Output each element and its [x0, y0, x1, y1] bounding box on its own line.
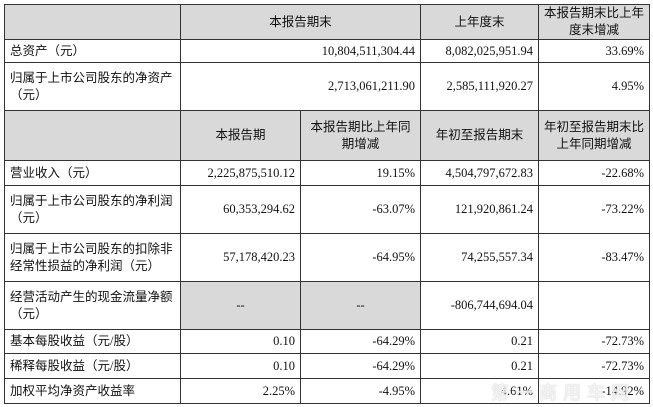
period-change-value: -64.29% — [299, 353, 422, 379]
period-value: 2.25% — [180, 378, 301, 404]
period-value: 0.10 — [180, 329, 301, 354]
ytd-change-value: -72.73% — [538, 353, 651, 379]
ytd-value: 74,255,557.34 — [420, 233, 540, 282]
header-change-vs-prior-year-end: 本报告期末比上年度末增减 — [538, 4, 651, 40]
ytd-value: 4,504,797,672.83 — [420, 160, 540, 186]
row-label: 归属于上市公司股东的扣除非经常性损益的净利润（元） — [4, 233, 181, 282]
period-change-value: 19.15% — [299, 160, 422, 186]
row-label: 加权平均净资产收益率 — [4, 378, 181, 404]
ytd-change-value: -22.68% — [538, 160, 651, 186]
bottom-data-row: 基本每股收益（元/股） 0.10 -64.29% 0.21 -72.73% — [4, 329, 651, 354]
current-value: 2,713,061,211.90 — [179, 62, 422, 111]
period-change-value: -63.07% — [299, 185, 422, 234]
ytd-change-value: -83.47% — [538, 233, 651, 282]
top-data-row: 总资产（元） 10,804,511,304.44 8,082,025,951.94 3… — [4, 39, 651, 63]
bottom-header-row: 本报告期 本报告期比上年同期增减 年初至报告期末 年初至报告期末比上年同期增减 — [4, 110, 651, 161]
period-change-value: -64.95% — [299, 233, 422, 282]
row-label: 营业收入（元） — [4, 160, 181, 186]
watermark: 第一商用车网 — [491, 383, 635, 404]
period-value: 57,178,420.23 — [180, 233, 301, 282]
period-value: -- — [180, 281, 301, 330]
corner-cell — [4, 110, 181, 161]
bottom-data-row: 稀释每股收益（元/股） 0.10 -64.29% 0.21 -72.73% — [4, 353, 651, 379]
ytd-value: 4.61% — [420, 378, 540, 404]
prior-value: 2,585,111,920.27 — [420, 62, 540, 111]
bottom-data-row: 加权平均净资产收益率 2.25% -4.95% 4.61% -14.92% — [4, 378, 651, 404]
row-label: 总资产（元） — [4, 39, 181, 63]
ytd-value: -806,744,694.04 — [420, 281, 540, 330]
period-change-value: -64.29% — [299, 329, 422, 354]
top-data-row: 归属于上市公司股东的净资产（元） 2,713,061,211.90 2,585,11… — [4, 62, 651, 111]
financial-table: 本报告期末 上年度末 本报告期末比上年度末增减 总资产（元） 10,804,511,30… — [4, 4, 651, 404]
bottom-data-row: 归属于上市公司股东的扣除非经常性损益的净利润（元） 57,178,420.23 -6… — [4, 233, 651, 282]
row-label: 基本每股收益（元/股） — [4, 329, 181, 354]
prior-value: 8,082,025,951.94 — [420, 39, 540, 63]
bottom-data-row: 营业收入（元） 2,225,875,510.12 19.15% 4,504,797,6… — [4, 160, 651, 186]
ytd-value: 0.21 — [420, 353, 540, 379]
row-label: 经营活动产生的现金流量净额（元） — [4, 281, 181, 330]
header-current-period: 本报告期 — [180, 110, 301, 161]
row-label: 归属于上市公司股东的净资产（元） — [4, 62, 181, 111]
change-value: 33.69% — [538, 39, 651, 63]
ytd-change-value: -72.73% — [538, 329, 651, 354]
ytd-value: 0.21 — [420, 329, 540, 354]
bottom-data-row: 归属于上市公司股东的净利润（元） 60,353,294.62 -63.07% 121,… — [4, 185, 651, 234]
bottom-data-row: 经营活动产生的现金流量净额（元） -- -- -806,744,694.04 — [4, 281, 651, 330]
period-value: 2,225,875,510.12 — [180, 160, 301, 186]
change-value: 4.95% — [538, 62, 651, 111]
period-change-value: -- — [299, 281, 422, 330]
header-prior-year-end: 上年度末 — [420, 4, 540, 40]
ytd-change-value — [538, 281, 651, 330]
row-label: 稀释每股收益（元/股） — [4, 353, 181, 379]
header-current-period-end: 本报告期末 — [179, 4, 422, 40]
period-change-value: -4.95% — [299, 378, 422, 404]
top-header-row: 本报告期末 上年度末 本报告期末比上年度末增减 — [4, 4, 651, 40]
period-value: 0.10 — [180, 353, 301, 379]
header-ytd: 年初至报告期末 — [420, 110, 540, 161]
corner-cell — [4, 4, 181, 40]
ytd-change-value: -73.22% — [538, 185, 651, 234]
header-ytd-change: 年初至报告期末比上年同期增减 — [538, 110, 651, 161]
period-value: 60,353,294.62 — [180, 185, 301, 234]
current-value: 10,804,511,304.44 — [179, 39, 422, 63]
ytd-value: 121,920,861.24 — [420, 185, 540, 234]
header-period-change: 本报告期比上年同期增减 — [299, 110, 422, 161]
row-label: 归属于上市公司股东的净利润（元） — [4, 185, 181, 234]
ytd-change-value: -14.92% — [538, 378, 651, 404]
